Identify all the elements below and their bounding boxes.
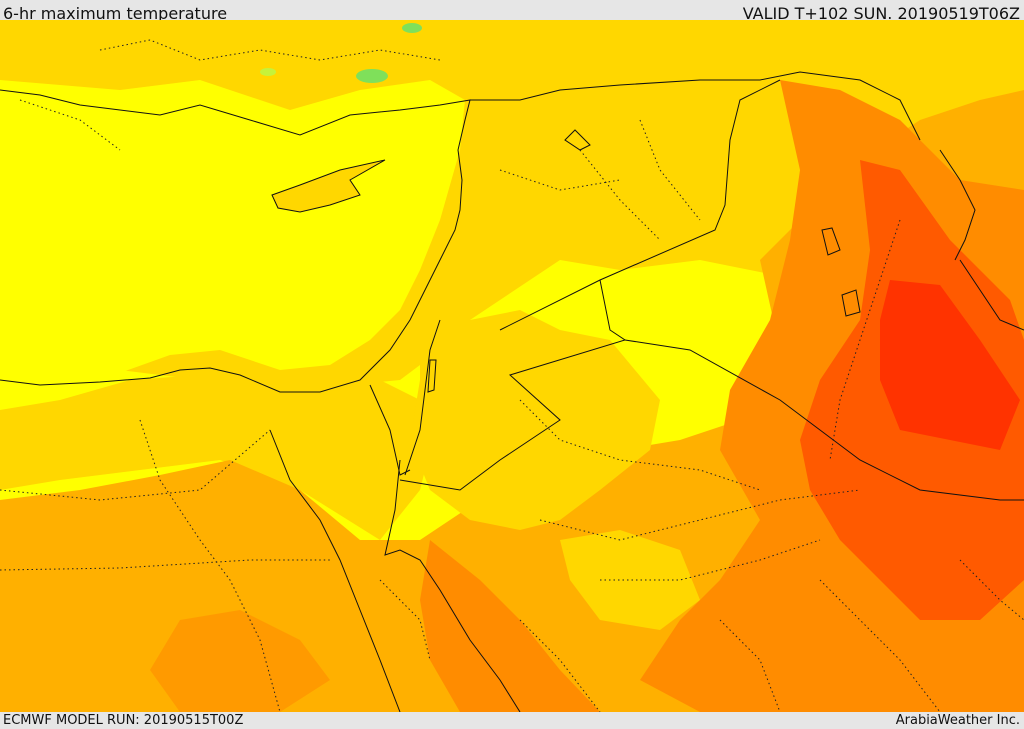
dead-sea <box>427 359 437 393</box>
admin-boundaries <box>0 39 1024 712</box>
map-title: 6-hr maximum temperature <box>3 4 228 23</box>
credit-label: ArabiaWeather Inc. <box>895 713 1020 728</box>
border-jordan-saudi <box>399 279 627 491</box>
coastline-mediterranean <box>0 89 471 393</box>
border-saudi-iraq <box>624 339 1024 501</box>
temp-zone-cool-3 <box>260 68 276 76</box>
lake-tharthar <box>821 227 841 256</box>
border-levant <box>404 319 441 476</box>
model-run-label: ECMWF MODEL RUN: 20190515T00Z <box>3 713 244 728</box>
valid-time-label: VALID T+102 SUN. 20190519T06Z <box>742 4 1020 23</box>
coastline-red-sea-east <box>384 459 521 712</box>
temp-zone-red-sea-coast <box>420 540 600 712</box>
temp-zone-hottest-core <box>880 280 1020 450</box>
coastline-red-sea-west <box>269 429 401 712</box>
temp-zone-turkey <box>20 30 480 105</box>
coastline-persian-gulf <box>959 259 1024 331</box>
border-egypt-israel <box>369 384 411 476</box>
temp-zone-egypt-north <box>0 370 430 540</box>
temp-zone-cool-2 <box>402 23 422 33</box>
sea-mediterranean <box>0 80 465 385</box>
temperature-map[interactable] <box>0 20 1024 712</box>
temp-zone-cool-1 <box>356 69 388 83</box>
temp-zone-arabia-interior <box>560 530 700 630</box>
lake-assad <box>564 129 591 151</box>
temp-zone-jordan <box>410 310 660 530</box>
map-canvas <box>0 20 1024 712</box>
river-east <box>939 149 976 261</box>
island-cyprus <box>271 159 386 213</box>
border-syria-iraq <box>470 71 921 141</box>
temp-zone-hot-blob-sw <box>150 610 330 712</box>
lake-razzaza <box>841 289 861 317</box>
